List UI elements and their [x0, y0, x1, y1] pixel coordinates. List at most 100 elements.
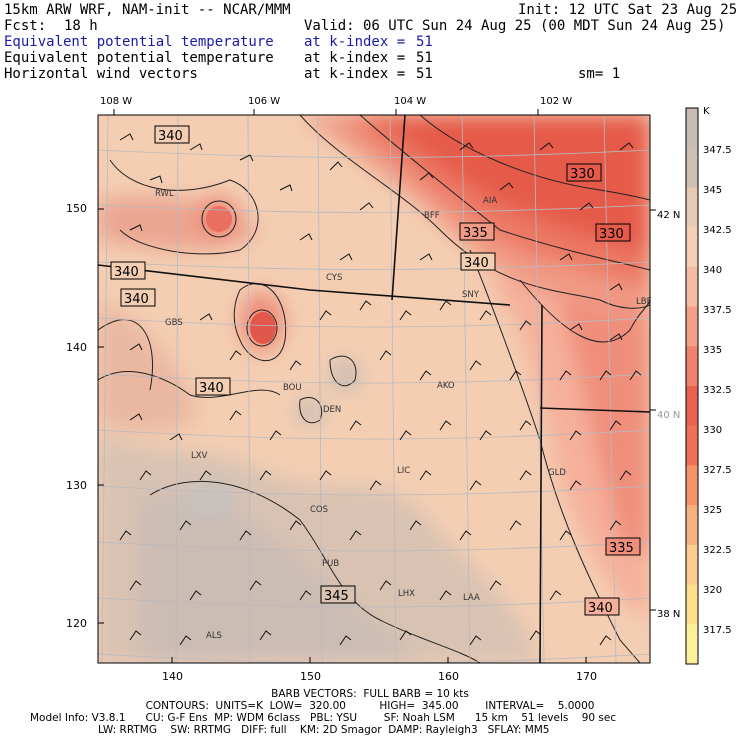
- grid-y-label: 150: [66, 202, 87, 215]
- colorbar-swatch: [686, 624, 698, 665]
- smoothing-label: sm= 1: [578, 66, 621, 82]
- lat-label: 40 N: [657, 410, 680, 421]
- field-1-k: 51: [416, 34, 433, 50]
- station-label: GLD: [548, 468, 566, 478]
- colorbar-swatch: [686, 346, 698, 387]
- station-label: GBS: [165, 318, 183, 328]
- grid-y-label: 120: [66, 617, 87, 630]
- colorbar-label: 347.5: [703, 145, 732, 156]
- station-label: LHX: [398, 589, 415, 599]
- colorbar-swatch: [686, 187, 698, 228]
- colorbar-label: 327.5: [703, 465, 732, 476]
- field-2-k: 51: [416, 50, 433, 66]
- contour-label: 340: [464, 256, 489, 271]
- lon-label: 108 W: [100, 96, 132, 107]
- lat-label: 38 N: [657, 609, 680, 620]
- colorbar-label: 335: [703, 345, 722, 356]
- colorbar-frame: [685, 107, 699, 665]
- colorbar-swatch: [686, 465, 698, 506]
- barb-vectors-info: BARB VECTORS: FULL BARB = 10 kts: [271, 688, 469, 700]
- station-label: RWL: [155, 189, 174, 199]
- colorbar-unit: K: [703, 106, 710, 117]
- contour-label: 330: [570, 167, 595, 182]
- colorbar-label: 330: [703, 425, 722, 436]
- init-time: Init: 12 UTC Sat 23 Aug 25: [518, 2, 738, 18]
- station-label: LXV: [191, 451, 208, 461]
- grid-y-label: 130: [66, 479, 87, 492]
- colorbar-label: 325: [703, 505, 722, 516]
- valid-time: Valid: 06 UTC Sun 24 Aug 25 (00 MDT Sun …: [304, 18, 726, 34]
- contour-label: 345: [324, 589, 349, 604]
- contour-label: 335: [609, 541, 634, 556]
- grid-x-label: 140: [162, 670, 183, 683]
- contour-labels: 340 330 335 330 340 340 340 340 345 335 …: [110, 125, 641, 616]
- station-label: LBF: [636, 297, 652, 307]
- station-label: CYS: [326, 273, 342, 283]
- model-info-2: LW: RRTMG SW: RRTMG DIFF: full KM: 2D Sm…: [98, 724, 550, 736]
- station-label: COS: [310, 505, 328, 515]
- colorbar-swatch: [686, 425, 698, 466]
- contour-label: 340: [114, 265, 139, 280]
- colorbar-swatch: [686, 147, 698, 188]
- latlon-grid: [98, 115, 650, 663]
- model-info-1: Model Info: V3.8.1 CU: G-F Ens MP: WDM 6…: [30, 712, 617, 724]
- colorbar-swatch: [686, 584, 698, 625]
- colorbar-label: 337.5: [703, 305, 732, 316]
- colorbar-label: 320: [703, 585, 722, 596]
- station-label: SNY: [462, 290, 480, 300]
- map-frame: [97, 114, 651, 664]
- model-title: 15km ARW WRF, NAM-init -- NCAR/MMM: [4, 2, 291, 18]
- field-3-level: at k-index =: [304, 66, 406, 82]
- contour-label: 330: [599, 227, 624, 242]
- colorbar-label: 340: [703, 265, 722, 276]
- grid-x-label: 150: [300, 670, 321, 683]
- field-2-level: at k-index =: [304, 50, 406, 66]
- field-3-k: 51: [416, 66, 433, 82]
- theta-e-fill: [98, 115, 650, 663]
- station-label: ALS: [206, 631, 222, 641]
- colorbar: K 347.5 345 342.5 340 337.5 335 332.5 33…: [685, 106, 732, 665]
- grid-y-label: 140: [66, 341, 87, 354]
- lon-label: 104 W: [394, 96, 426, 107]
- contour-label: 340: [588, 601, 613, 616]
- contour-label: 340: [199, 381, 224, 396]
- colorbar-label: 342.5: [703, 225, 732, 236]
- field-1-level: at k-index =: [304, 34, 406, 50]
- station-labels: RWL BFF AIA CYS SNY GBS BOU AKO DEN LXV …: [155, 189, 652, 641]
- station-label: LIC: [397, 466, 410, 476]
- colorbar-swatch: [686, 266, 698, 308]
- field-2-name: Equivalent potential temperature: [4, 50, 274, 66]
- state-borders: [98, 115, 650, 663]
- lon-label: 106 W: [248, 96, 280, 107]
- colorbar-label: 345: [703, 185, 722, 196]
- contour-label: 340: [158, 129, 183, 144]
- forecast-hour: 18 h: [64, 18, 98, 34]
- contour-label: 335: [463, 226, 488, 241]
- colorbar-swatch: [686, 386, 698, 427]
- wind-barbs: [119, 133, 642, 646]
- colorbar-swatch: [686, 544, 698, 586]
- station-label: BOU: [283, 383, 302, 393]
- contours-info: CONTOURS: UNITS=K LOW= 320.00 HIGH= 345.…: [145, 700, 595, 712]
- field-1-name: Equivalent potential temperature: [4, 34, 274, 50]
- colorbar-swatch: [686, 227, 698, 268]
- contour-label: 340: [124, 292, 149, 307]
- station-label: PUB: [322, 559, 339, 569]
- grid-x-label: 170: [576, 670, 597, 683]
- colorbar-label: 317.5: [703, 625, 732, 636]
- lon-label: 102 W: [540, 96, 572, 107]
- axis-ticks: [98, 109, 656, 663]
- forecast-label: Fcst:: [4, 18, 47, 34]
- colorbar-swatch: [686, 505, 698, 546]
- lat-label: 42 N: [657, 210, 680, 221]
- station-label: DEN: [323, 405, 341, 415]
- grid-x-label: 160: [438, 670, 459, 683]
- colorbar-swatch: [686, 306, 698, 347]
- axis-labels: 108 W 106 W 104 W 102 W 42 N 40 N 38 N 1…: [66, 96, 680, 683]
- field-3-name: Horizontal wind vectors: [4, 66, 198, 82]
- colorbar-swatch: [686, 108, 698, 149]
- station-label: AIA: [483, 196, 497, 206]
- station-label: AKO: [437, 381, 455, 391]
- station-label: LAA: [463, 593, 480, 603]
